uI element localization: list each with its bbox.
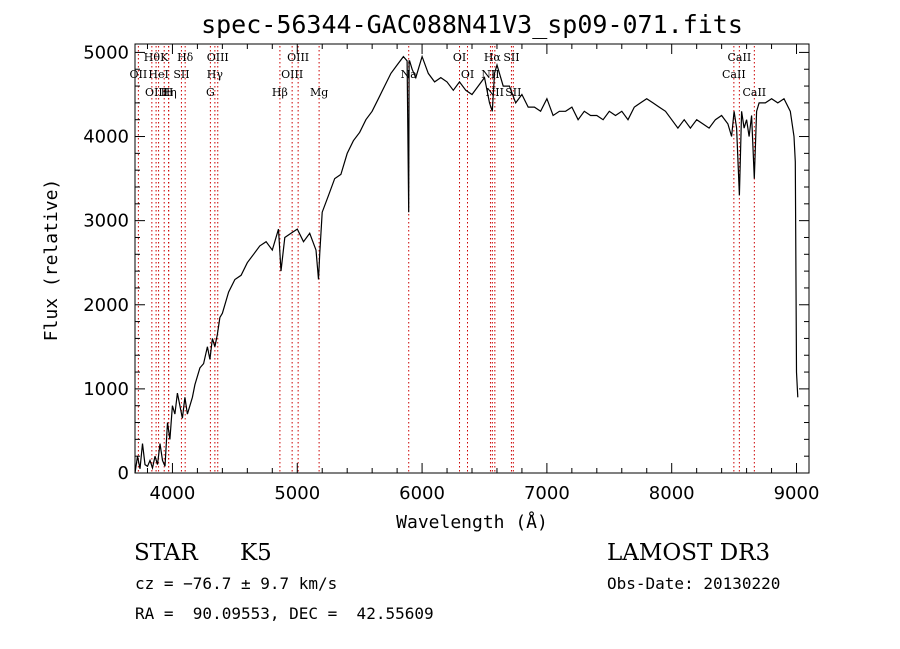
y-tick-label-2000: 2000 xyxy=(83,295,129,316)
emission-line-markers xyxy=(137,46,755,473)
line-label-23: SII xyxy=(505,86,521,99)
object-class: STAR xyxy=(134,540,198,566)
x-ticks: 4000 5000 6000 7000 8000 9000 xyxy=(146,44,820,504)
line-label-20: Hα xyxy=(484,51,502,64)
line-label-21: NII xyxy=(486,86,504,99)
chart-title: spec-56344-GAC088N41V3_sp09-071.fits xyxy=(201,10,743,39)
line-label-7: OIII xyxy=(145,86,167,99)
x-tick-label-6000: 6000 xyxy=(399,483,445,504)
line-label-4: Hδ xyxy=(177,51,194,64)
line-label-25: CaII xyxy=(728,51,752,64)
y-tick-label-4000: 4000 xyxy=(83,127,129,148)
line-label-17: OI xyxy=(453,51,466,64)
redshift-readout: cz = −76.7 ± 9.7 km/s xyxy=(135,574,338,593)
line-label-15: Mg xyxy=(310,86,328,99)
line-label-12: Hβ xyxy=(272,86,288,99)
y-axis-label: Flux (relative) xyxy=(41,179,62,342)
line-label-13: OIII xyxy=(281,68,303,81)
line-label-11: OIII xyxy=(207,51,229,64)
line-label-22: SII xyxy=(503,51,519,64)
x-axis-label: Wavelength (Å) xyxy=(396,511,548,533)
y-tick-label-3000: 3000 xyxy=(83,211,129,232)
survey-name: LAMOST DR3 xyxy=(607,540,771,566)
line-label-3: H xyxy=(164,86,174,99)
line-label-9: Hγ xyxy=(207,68,224,81)
line-label-0: Hθ xyxy=(144,51,161,64)
line-label-24: CaII xyxy=(722,68,746,81)
y-tick-label-0: 0 xyxy=(118,463,129,484)
y-tick-label-5000: 5000 xyxy=(83,42,129,63)
x-tick-label-4000: 4000 xyxy=(150,483,196,504)
line-label-14: OIII xyxy=(287,51,309,64)
y-ticks: 0 1000 2000 3000 4000 5000 xyxy=(83,42,809,484)
line-label-6: OII xyxy=(130,68,148,81)
x-tick-label-5000: 5000 xyxy=(274,483,320,504)
x-tick-label-8000: 8000 xyxy=(649,483,695,504)
line-label-26: CaII xyxy=(742,86,766,99)
line-labels: HθHeIKHHδSIIOIIOIIIHηHγGOIIIHβOIIIOIIIMg… xyxy=(130,51,767,99)
line-label-18: OI xyxy=(461,68,474,81)
x-tick-label-9000: 9000 xyxy=(774,483,820,504)
x-tick-label-7000: 7000 xyxy=(524,483,570,504)
line-label-1: HeI xyxy=(148,68,168,81)
y-tick-label-1000: 1000 xyxy=(83,379,129,400)
plot-frame xyxy=(134,43,810,474)
line-label-8: Hη xyxy=(161,86,177,99)
line-label-2: K xyxy=(160,51,169,64)
object-subclass: K5 xyxy=(240,540,272,566)
coordinates-readout: RA = 90.09553, DEC = 42.55609 xyxy=(135,604,434,623)
obs-date: Obs-Date: 20130220 xyxy=(607,574,781,593)
line-label-10: G xyxy=(206,86,215,99)
line-label-5: SII xyxy=(173,68,189,81)
spectrum-line xyxy=(134,54,799,474)
